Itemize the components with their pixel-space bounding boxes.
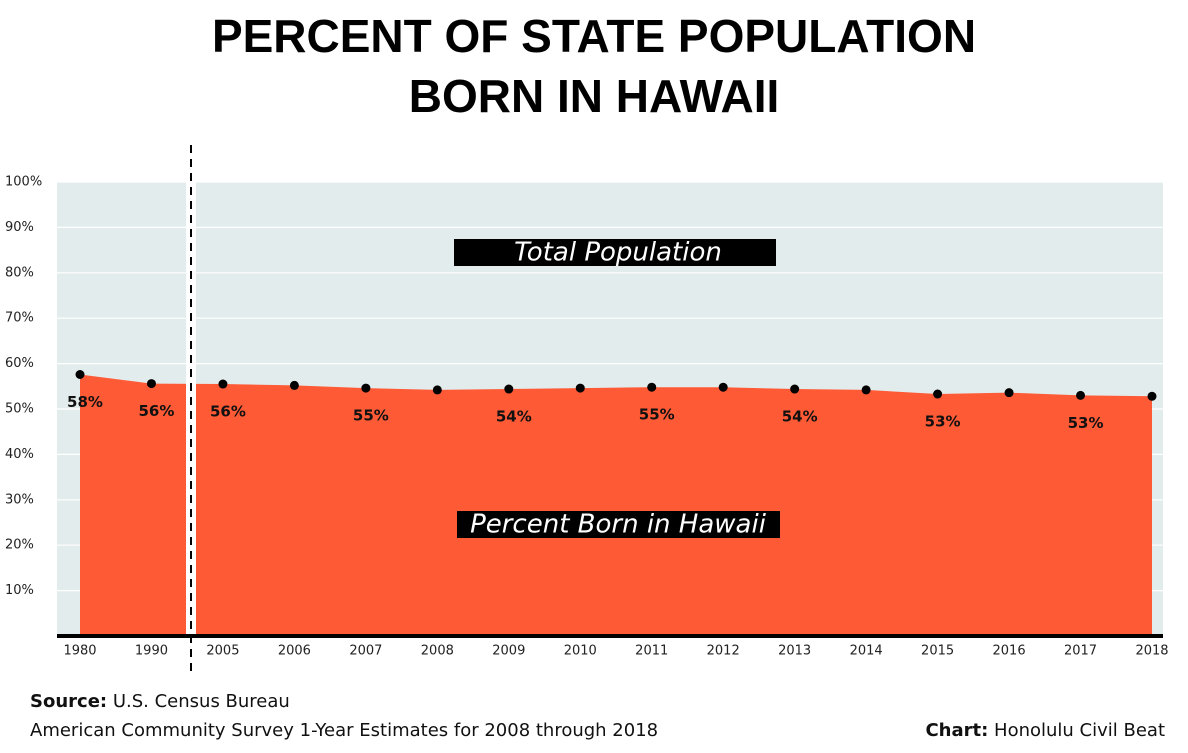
- x-tick-label: 2016: [993, 644, 1026, 659]
- credit-label: Chart:: [925, 720, 988, 741]
- data-point: [647, 382, 657, 392]
- y-tick-label: 30%: [5, 492, 34, 507]
- y-tick-label: 70%: [5, 311, 34, 326]
- chart-title: PERCENT OF STATE POPULATION: [212, 10, 976, 62]
- data-point: [1076, 390, 1086, 400]
- data-point: [1147, 391, 1157, 401]
- source-text: U.S. Census Bureau: [113, 691, 290, 712]
- x-tick-label: 2008: [421, 644, 454, 659]
- data-point: [1004, 388, 1014, 398]
- y-tick-label: 20%: [5, 538, 34, 553]
- y-tick-label: 40%: [5, 447, 34, 462]
- data-label: 54%: [782, 408, 818, 426]
- annotation-box: [454, 239, 776, 266]
- data-label: 55%: [639, 406, 675, 424]
- data-point: [861, 385, 871, 395]
- data-point: [933, 389, 943, 399]
- source-label: Source:: [30, 691, 107, 712]
- credit: Chart: Honolulu Civil Beat: [925, 720, 1165, 741]
- area-layer: [80, 374, 1152, 636]
- x-tick-label: 2006: [278, 644, 311, 659]
- data-point: [75, 369, 85, 379]
- x-tick-label: 2011: [635, 644, 668, 659]
- x-tick-label: 2015: [921, 644, 954, 659]
- data-point: [504, 384, 514, 394]
- x-tick-label: 2010: [564, 644, 597, 659]
- marks: 58% 56% 56% 55% 54% 55% 54% 53% 53%: [67, 369, 1157, 432]
- chart-title: BORN IN HAWAII: [409, 70, 780, 122]
- y-tick-label: 50%: [5, 402, 34, 417]
- x-tick-label: 2013: [778, 644, 811, 659]
- x-tick-label: 2007: [349, 644, 382, 659]
- x-tick-label: 1980: [63, 644, 96, 659]
- data-label: 53%: [1068, 414, 1104, 432]
- annotation: Percent Born in Hawaii: [470, 510, 767, 540]
- data-point: [289, 380, 299, 390]
- data-point: [432, 385, 442, 395]
- data-label: 54%: [496, 408, 532, 426]
- data-point: [146, 379, 156, 389]
- axis-break: [186, 182, 196, 638]
- data-point: [718, 382, 728, 392]
- x-tick-label: 2018: [1135, 644, 1168, 659]
- x-tick-label: 2012: [707, 644, 740, 659]
- data-label: 56%: [210, 403, 246, 421]
- data-label: 53%: [925, 413, 961, 431]
- annotation: Total Population: [514, 238, 722, 268]
- y-tick-label: 80%: [5, 265, 34, 280]
- source-note: American Community Survey 1-Year Estimat…: [30, 720, 658, 741]
- annotation-box: [457, 511, 780, 538]
- data-label: 58%: [67, 393, 103, 411]
- x-tick-label: 2017: [1064, 644, 1097, 659]
- y-tick-label: 90%: [5, 220, 34, 235]
- x-tick-label: 2014: [850, 644, 883, 659]
- source: Source: U.S. Census Bureau: [30, 691, 290, 712]
- area: [80, 374, 1152, 636]
- data-point: [575, 383, 585, 393]
- y-tick-label: 100%: [5, 175, 42, 190]
- credit-text: Honolulu Civil Beat: [994, 720, 1165, 741]
- x-tick-label: 2009: [492, 644, 525, 659]
- data-point: [218, 379, 228, 389]
- x-tick-label: 1990: [135, 644, 168, 659]
- x-tick-label: 2005: [206, 644, 239, 659]
- data-label: 56%: [139, 402, 175, 420]
- y-tick-label: 10%: [5, 583, 34, 598]
- data-point: [361, 383, 371, 393]
- data-label: 55%: [353, 407, 389, 425]
- data-point: [790, 384, 800, 394]
- y-tick-label: 60%: [5, 356, 34, 371]
